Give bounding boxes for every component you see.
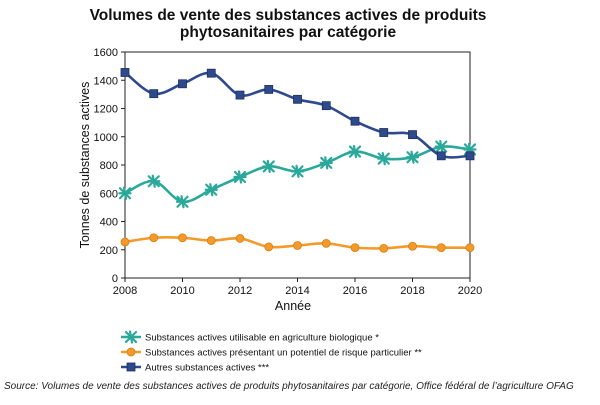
y-tick-label: 1600 bbox=[94, 47, 118, 59]
legend: Substances actives utilisable en agricul… bbox=[121, 330, 422, 374]
data-point bbox=[120, 237, 130, 247]
x-tick-label: 2014 bbox=[285, 285, 309, 297]
legend-item: Substances actives utilisable en agricul… bbox=[121, 330, 379, 344]
data-point bbox=[436, 243, 446, 253]
data-point bbox=[293, 241, 302, 250]
x-axis-label: Année bbox=[275, 299, 311, 313]
y-tick-label: 200 bbox=[100, 245, 118, 257]
legend-item: Autres substances actives *** bbox=[121, 363, 269, 374]
legend-label: Substances actives utilisable en agricul… bbox=[145, 333, 379, 344]
data-point bbox=[206, 68, 216, 78]
data-point bbox=[350, 243, 360, 253]
data-point bbox=[350, 116, 360, 126]
data-point bbox=[290, 164, 305, 178]
data-point bbox=[321, 101, 331, 111]
data-point bbox=[204, 183, 218, 197]
x-tick-label: 2008 bbox=[113, 285, 137, 297]
y-tick-label: 1400 bbox=[94, 75, 118, 87]
data-point bbox=[264, 85, 274, 94]
data-point bbox=[175, 195, 190, 209]
y-tick-label: 400 bbox=[100, 217, 118, 229]
data-point bbox=[147, 174, 161, 188]
data-point bbox=[379, 128, 389, 137]
x-tick-label: 2016 bbox=[343, 285, 367, 297]
series-1 bbox=[118, 140, 477, 209]
data-point bbox=[293, 94, 302, 104]
legend-label: Autres substances actives *** bbox=[145, 363, 269, 374]
data-point bbox=[379, 243, 389, 253]
data-point bbox=[405, 150, 420, 164]
y-tick-label: 600 bbox=[100, 188, 118, 200]
data-point bbox=[408, 130, 417, 140]
legend-item: Substances actives présentant un potenti… bbox=[121, 348, 422, 359]
data-point bbox=[377, 152, 391, 166]
y-axis: 0 200 400 600 800 1000 1200 1400 1600 bbox=[94, 47, 125, 285]
series-line bbox=[124, 71, 471, 159]
y-tick-label: 0 bbox=[112, 273, 118, 285]
data-point bbox=[235, 234, 245, 243]
y-tick-label: 1000 bbox=[94, 132, 118, 144]
data-point bbox=[408, 241, 417, 251]
legend-label: Substances actives présentant un potenti… bbox=[145, 348, 422, 359]
legend-marker bbox=[126, 347, 136, 357]
data-point bbox=[233, 170, 247, 184]
data-point bbox=[235, 90, 245, 100]
x-tick-label: 2018 bbox=[400, 285, 424, 297]
chart-title-line-2: phytosanitaires par catégorie bbox=[180, 24, 397, 41]
chart-title-line-1: Volumes de vente des substances actives … bbox=[90, 7, 487, 24]
data-point bbox=[206, 236, 216, 245]
data-point bbox=[264, 242, 274, 252]
legend-marker bbox=[126, 362, 136, 372]
x-tick-label: 2020 bbox=[458, 285, 482, 297]
x-axis: 2008 2010 2012 2014 2016 2018 2020 bbox=[113, 278, 482, 297]
data-point bbox=[319, 156, 333, 170]
data-point bbox=[262, 159, 276, 174]
data-point bbox=[348, 144, 362, 159]
series-layer bbox=[118, 68, 477, 253]
source-caption: Source: Volumes de vente des substances … bbox=[4, 381, 574, 392]
data-point bbox=[434, 140, 448, 154]
data-point bbox=[465, 151, 475, 161]
data-point bbox=[118, 186, 132, 200]
x-tick-label: 2012 bbox=[228, 285, 252, 297]
data-point bbox=[178, 233, 187, 243]
x-tick-label: 2010 bbox=[170, 285, 194, 297]
legend-marker bbox=[124, 330, 138, 344]
y-tick-label: 1200 bbox=[94, 104, 118, 116]
data-point bbox=[465, 243, 475, 253]
data-point bbox=[436, 151, 446, 161]
data-point bbox=[149, 89, 159, 99]
data-point bbox=[120, 68, 130, 77]
series-3 bbox=[120, 68, 475, 161]
data-point bbox=[321, 238, 331, 248]
data-point bbox=[178, 79, 187, 89]
series-2 bbox=[120, 233, 475, 253]
data-point bbox=[149, 233, 159, 243]
y-axis-label: Tonnes de substances actives bbox=[78, 82, 92, 249]
y-tick-label: 800 bbox=[100, 160, 118, 172]
